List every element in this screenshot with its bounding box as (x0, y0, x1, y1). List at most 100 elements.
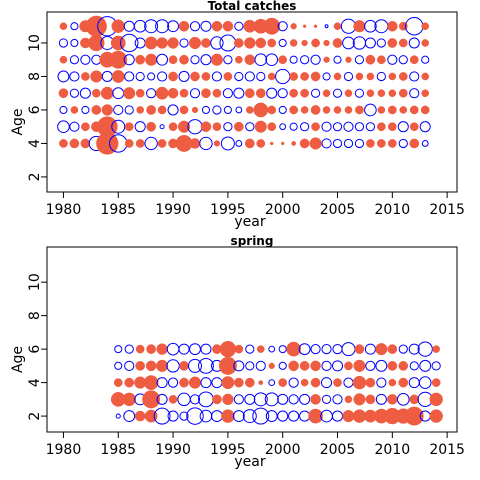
bubble (419, 121, 431, 133)
bubble (221, 376, 235, 390)
bubble (69, 71, 80, 82)
bubble (333, 378, 342, 387)
bubble (288, 377, 299, 388)
bubble (299, 410, 311, 422)
bubble (59, 55, 68, 64)
bubble (199, 409, 213, 423)
bubble (278, 361, 287, 370)
bubble (179, 105, 189, 115)
bubble (123, 410, 136, 423)
bubble (111, 19, 126, 33)
bubble (267, 72, 276, 81)
bubble (343, 138, 354, 149)
bubble (387, 394, 398, 405)
bubble (167, 104, 179, 116)
bubble (365, 122, 376, 132)
bubble (212, 122, 222, 132)
bubble (377, 106, 386, 114)
bubble (263, 17, 281, 35)
bubble (421, 140, 429, 147)
bubble (387, 54, 398, 65)
bubble (221, 409, 235, 423)
bubble (112, 87, 125, 100)
bubble (332, 122, 343, 132)
bubble (333, 72, 342, 81)
bubble (353, 359, 366, 372)
bubble (353, 20, 366, 33)
x-tick-label: 2010 (375, 202, 411, 218)
bubble (331, 410, 344, 422)
bubble (398, 377, 409, 388)
bubble (309, 137, 322, 150)
bubble (286, 341, 302, 357)
bubble (245, 344, 255, 354)
bubble (189, 88, 201, 99)
bubble (177, 392, 191, 407)
bubble (408, 343, 420, 355)
bubble (267, 122, 277, 132)
bubble (211, 377, 223, 389)
bubble (57, 70, 70, 83)
bubble (124, 139, 134, 148)
bubble (178, 70, 190, 82)
bubble (268, 362, 275, 370)
bubble (398, 72, 408, 81)
bubble (156, 53, 169, 66)
bubble (421, 39, 430, 47)
bubble (166, 359, 180, 373)
bubble (332, 344, 343, 355)
bubble (264, 392, 279, 407)
bubble (200, 377, 212, 389)
bubble (113, 378, 123, 387)
bubble (421, 55, 430, 64)
bubble (321, 377, 333, 389)
bubble (91, 105, 102, 115)
x-tick-label: 2015 (429, 442, 465, 458)
bubble (255, 37, 267, 49)
bubble (289, 105, 299, 115)
bubble (322, 72, 331, 81)
bubble (135, 361, 146, 371)
bubble (186, 407, 204, 425)
x-axis-label: year (234, 214, 265, 230)
bubble (143, 375, 159, 390)
bubble (354, 344, 365, 354)
bubble (189, 138, 201, 149)
bubble (189, 343, 201, 356)
bubble (200, 20, 212, 32)
bubble (265, 53, 279, 67)
bubble (333, 55, 342, 64)
bubble (267, 105, 277, 115)
bubble (114, 345, 123, 354)
bubble (113, 104, 124, 116)
bubble (321, 394, 332, 404)
bubble (256, 345, 265, 353)
bubble (310, 394, 321, 405)
bubble (144, 19, 159, 34)
bubble (80, 54, 91, 65)
bubble (110, 35, 126, 51)
bubble (354, 88, 365, 98)
bubble (300, 378, 309, 387)
bubble (167, 87, 179, 99)
bubble (289, 39, 298, 47)
bubble (157, 105, 167, 115)
bubble (310, 88, 321, 98)
bubble (167, 37, 179, 49)
bubble (331, 360, 344, 372)
y-tick-label: 8 (27, 311, 43, 320)
bubble (211, 20, 223, 32)
bubble (268, 379, 276, 387)
bubble (135, 344, 145, 354)
bubble (310, 344, 321, 355)
bubble (59, 139, 68, 148)
x-axis-label: year (234, 454, 265, 470)
bubble (421, 89, 430, 98)
bubble (344, 395, 353, 404)
bubble (332, 88, 343, 98)
bubble (244, 54, 256, 66)
bubble (332, 394, 343, 405)
bubble (200, 54, 212, 66)
bubble (134, 37, 146, 49)
